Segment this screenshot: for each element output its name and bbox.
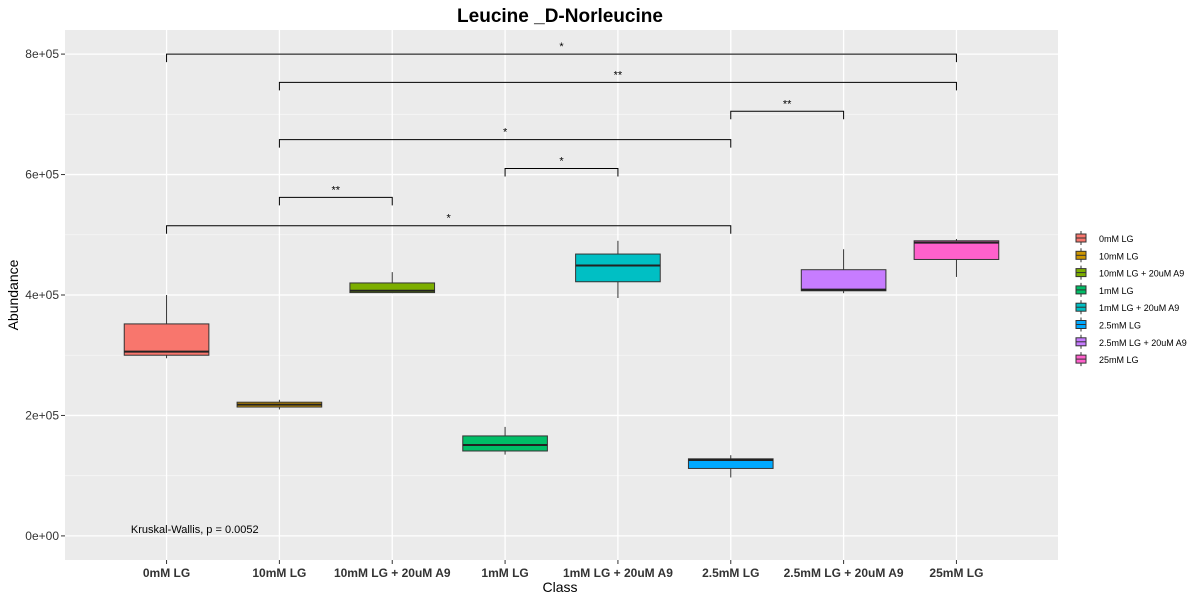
significance-bracket: *: [504, 156, 619, 177]
significance-bracket: **: [278, 184, 393, 206]
significance-label: *: [447, 213, 452, 225]
x-axis-ticks: 0mM LG 10mM LG 10mM LG + 20uM A9 1mM LG 1mM …: [143, 560, 983, 580]
significance-bracket: *: [166, 213, 732, 234]
x-tick-label: 25mM LG: [929, 566, 983, 580]
kruskal-wallis-annotation: Kruskal-Wallis, p = 0.0052: [131, 524, 259, 536]
x-tick-label: 10mM LG + 20uM A9: [334, 566, 451, 580]
significance-bracket: **: [730, 98, 845, 120]
y-tick-label: 8e+05: [25, 47, 59, 61]
significance-bracket: *: [278, 127, 732, 148]
x-axis-label: Class: [542, 579, 577, 595]
x-tick-label: 10mM LG: [252, 566, 306, 580]
box-4: [462, 426, 548, 455]
x-tick-label: 1mM LG: [481, 566, 528, 580]
legend-item: 25mM LG: [1075, 352, 1139, 367]
y-tick-label: 2e+05: [25, 408, 59, 422]
box-body: [913, 240, 1000, 260]
significance-label: **: [332, 184, 341, 196]
significance-label: **: [614, 69, 623, 81]
box-body: [687, 458, 774, 469]
legend: 0mM LG 10mM LG 10mM LG + 20uM A9 1mM LG 1mM …: [1075, 231, 1187, 367]
legend-label: 2.5mM LG: [1099, 321, 1141, 331]
box-1: [123, 295, 210, 359]
legend-label: 25mM LG: [1099, 355, 1139, 365]
box-5: [575, 240, 661, 299]
bracket-line: [166, 53, 957, 63]
significance-label: **: [783, 98, 792, 110]
x-tick-label: 0mM LG: [143, 566, 190, 580]
legend-item: 1mM LG + 20uM A9: [1075, 300, 1179, 315]
bracket-line: [278, 139, 732, 148]
box-8: [913, 238, 1000, 277]
legend-label: 10mM LG: [1099, 251, 1139, 261]
chart-title: Leucine _D-Norleucine: [457, 6, 663, 27]
box-body: [462, 435, 548, 452]
box-body: [575, 253, 661, 283]
legend-label: 10mM LG + 20uM A9: [1099, 269, 1184, 279]
box-body: [349, 282, 436, 294]
x-tick-label: 1mM LG + 20uM A9: [563, 566, 673, 580]
x-tick-label: 2.5mM LG + 20uM A9: [784, 566, 904, 580]
box-body: [800, 269, 887, 292]
significance-label: *: [559, 156, 564, 168]
bracket-line: [730, 110, 845, 120]
box-3: [349, 272, 436, 294]
box-body: [123, 323, 210, 356]
y-tick-label: 0e+00: [25, 529, 59, 543]
box-6: [687, 455, 774, 478]
grid-minor: [65, 113, 1058, 477]
bracket-line: [278, 196, 393, 206]
legend-item: 2.5mM LG: [1075, 317, 1141, 332]
y-axis-ticks: 0e+00 2e+05 4e+05 6e+05 8e+05: [25, 47, 65, 543]
significance-brackets: **********: [166, 41, 957, 234]
y-tick-label: 6e+05: [25, 168, 59, 182]
legend-label: 2.5mM LG + 20uM A9: [1099, 338, 1187, 348]
legend-label: 0mM LG: [1099, 234, 1134, 244]
significance-bracket: *: [166, 41, 957, 63]
significance-label: *: [503, 127, 508, 139]
y-tick-label: 4e+05: [25, 288, 59, 302]
legend-item: 0mM LG: [1075, 231, 1134, 245]
legend-item: 10mM LG: [1075, 248, 1139, 263]
boxes: [123, 238, 1000, 478]
box-2: [236, 399, 323, 410]
legend-item: 10mM LG + 20uM A9: [1075, 265, 1184, 280]
significance-label: *: [559, 41, 564, 53]
y-axis-label: Abundance: [5, 259, 21, 330]
x-tick-label: 2.5mM LG: [702, 566, 759, 580]
legend-item: 1mM LG: [1075, 282, 1134, 297]
legend-item: 2.5mM LG + 20uM A9: [1075, 334, 1187, 349]
legend-label: 1mM LG: [1099, 286, 1134, 296]
bracket-line: [166, 225, 732, 234]
box-7: [800, 249, 887, 294]
legend-label: 1mM LG + 20uM A9: [1099, 303, 1179, 313]
bracket-line: [278, 81, 957, 91]
bracket-line: [504, 168, 619, 177]
significance-bracket: **: [278, 69, 957, 91]
